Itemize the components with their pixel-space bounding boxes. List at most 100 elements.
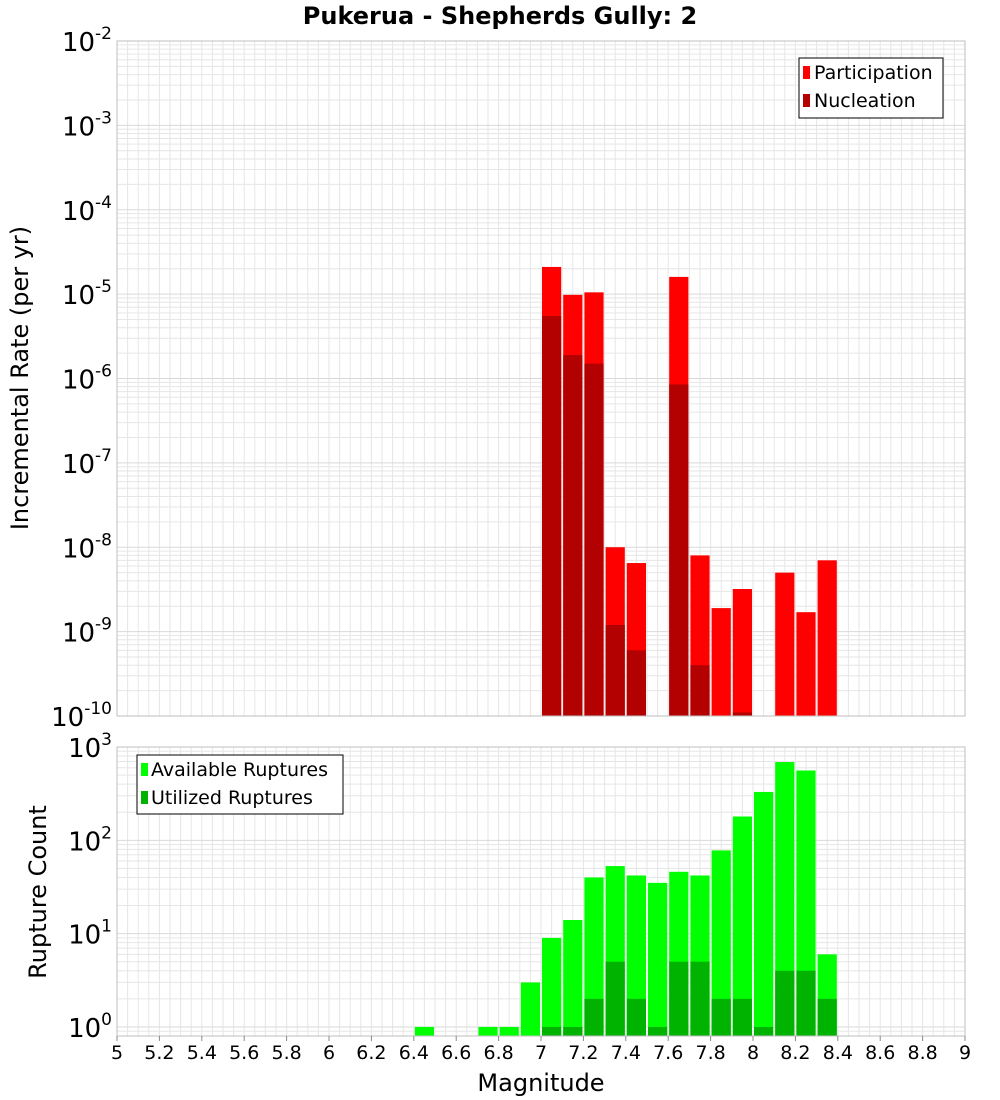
bar-utilized-ruptures (690, 961, 710, 1036)
bar-utilized-ruptures (796, 970, 816, 1036)
y-tick-label: 10-5 (62, 277, 112, 311)
legend-label-utilized: Utilized Ruptures (151, 787, 313, 809)
x-tick-label: 8.4 (823, 1042, 853, 1064)
bar-available-ruptures (478, 1026, 498, 1036)
bar-available-ruptures (732, 816, 752, 1036)
x-tick-label: 6.2 (356, 1042, 386, 1064)
x-tick-label: 7.6 (653, 1042, 683, 1064)
bar-available-ruptures (542, 937, 562, 1036)
legend-swatch-nucleation (803, 94, 810, 107)
bar-nucleation (669, 384, 689, 716)
bottom-legend: Available Ruptures Utilized Ruptures (136, 754, 344, 815)
bar-utilized-ruptures (732, 998, 752, 1036)
bar-available-ruptures (648, 882, 668, 1036)
bar-utilized-ruptures (542, 1026, 562, 1036)
x-tick-label: 5.2 (144, 1042, 174, 1064)
y-tick-label: 10-9 (62, 615, 112, 649)
x-tick-label: 8.2 (780, 1042, 810, 1064)
bar-utilized-ruptures (817, 998, 837, 1036)
x-tick-label: 5.8 (271, 1042, 301, 1064)
legend-swatch-participation (803, 66, 810, 79)
y-tick-label: 10-8 (62, 530, 112, 564)
bar-utilized-ruptures (669, 961, 689, 1036)
bar-participation (775, 572, 795, 716)
bar-nucleation (605, 624, 625, 716)
bar-participation (711, 608, 731, 716)
bar-utilized-ruptures (626, 998, 646, 1036)
bar-participation (817, 560, 837, 716)
y-tick-label: 101 (68, 917, 112, 951)
top-panel: 10-10 10-9 10-8 10-7 10-6 10-5 10-4 10-3 10-2 In… (6, 24, 966, 733)
x-tick-label: 5.4 (187, 1042, 217, 1064)
bottom-legend-box (136, 754, 344, 815)
bottom-bars (414, 762, 837, 1036)
top-legend: Participation Nucleation (798, 57, 944, 119)
legend-label-nucleation: Nucleation (814, 90, 916, 112)
bar-utilized-ruptures (605, 961, 625, 1036)
y-tick-label: 10-4 (62, 193, 112, 227)
y-tick-label: 10-2 (62, 24, 112, 58)
bar-available-ruptures (711, 850, 731, 1036)
y-tick-label: 10-3 (62, 108, 112, 142)
x-axis-ticks: 5 5.2 5.4 5.6 5.8 6 6.2 6.4 6.6 6.8 7 7.2 7.4 7.6 7.8 8… (111, 1036, 971, 1064)
y-tick-label: 103 (68, 730, 112, 764)
bar-available-ruptures (584, 877, 604, 1036)
legend-label-participation: Participation (814, 62, 933, 84)
bar-nucleation (542, 316, 562, 716)
bar-available-ruptures (563, 920, 583, 1036)
x-tick-label: 7.8 (695, 1042, 725, 1064)
bar-nucleation (732, 712, 752, 716)
x-tick-label: 6 (323, 1042, 335, 1064)
bar-utilized-ruptures (648, 1026, 668, 1036)
bar-utilized-ruptures (584, 998, 604, 1036)
x-tick-label: 7.4 (611, 1042, 641, 1064)
x-tick-label: 6.4 (399, 1042, 429, 1064)
y-tick-label: 102 (68, 823, 112, 857)
top-legend-box (798, 57, 944, 119)
legend-swatch-utilized (141, 791, 148, 804)
bar-utilized-ruptures (711, 998, 731, 1036)
x-tick-label: 9 (959, 1042, 971, 1064)
top-plot-border (116, 40, 966, 717)
bottom-panel: 100 101 102 103 Rupture Count Available Rup… (24, 730, 966, 1044)
x-tick-label: 8 (747, 1042, 759, 1064)
legend-swatch-available (141, 763, 148, 776)
x-tick-label: 7.2 (568, 1042, 598, 1064)
top-y-axis-label: Incremental Rate (per yr) (6, 226, 34, 530)
bar-nucleation (584, 363, 604, 716)
y-tick-label: 100 (68, 1010, 112, 1044)
legend-label-available: Available Ruptures (151, 759, 328, 781)
bar-available-ruptures (520, 982, 540, 1036)
bar-participation (796, 612, 816, 716)
x-tick-label: 8.6 (865, 1042, 895, 1064)
top-bars (542, 266, 837, 716)
y-tick-label: 10-10 (51, 699, 112, 733)
y-tick-label: 10-6 (62, 362, 112, 396)
x-tick-label: 7 (535, 1042, 547, 1064)
x-axis-label: Magnitude (477, 1069, 604, 1097)
x-tick-label: 5 (111, 1042, 123, 1064)
bar-available-ruptures (775, 762, 795, 1036)
x-tick-label: 5.6 (229, 1042, 259, 1064)
x-tick-label: 6.8 (483, 1042, 513, 1064)
chart-title: Pukerua - Shepherds Gully: 2 (303, 2, 697, 30)
x-tick-label: 6.6 (441, 1042, 471, 1064)
top-y-ticks: 10-10 10-9 10-8 10-7 10-6 10-5 10-4 10-3 10-2 (51, 24, 112, 733)
bar-participation (732, 589, 752, 716)
top-grid (116, 40, 966, 717)
bar-nucleation (690, 665, 710, 716)
bottom-y-ticks: 100 101 102 103 (68, 730, 112, 1044)
bar-available-ruptures (414, 1026, 434, 1036)
x-tick-label: 8.8 (907, 1042, 937, 1064)
bar-utilized-ruptures (754, 1026, 774, 1036)
bar-available-ruptures (796, 770, 816, 1036)
bar-utilized-ruptures (563, 1026, 583, 1036)
bar-utilized-ruptures (775, 970, 795, 1036)
bar-nucleation (563, 354, 583, 716)
bottom-y-axis-label: Rupture Count (24, 805, 52, 979)
bar-available-ruptures (754, 791, 774, 1036)
bar-available-ruptures (499, 1026, 519, 1036)
bar-available-ruptures (626, 875, 646, 1036)
y-tick-label: 10-7 (62, 446, 112, 480)
